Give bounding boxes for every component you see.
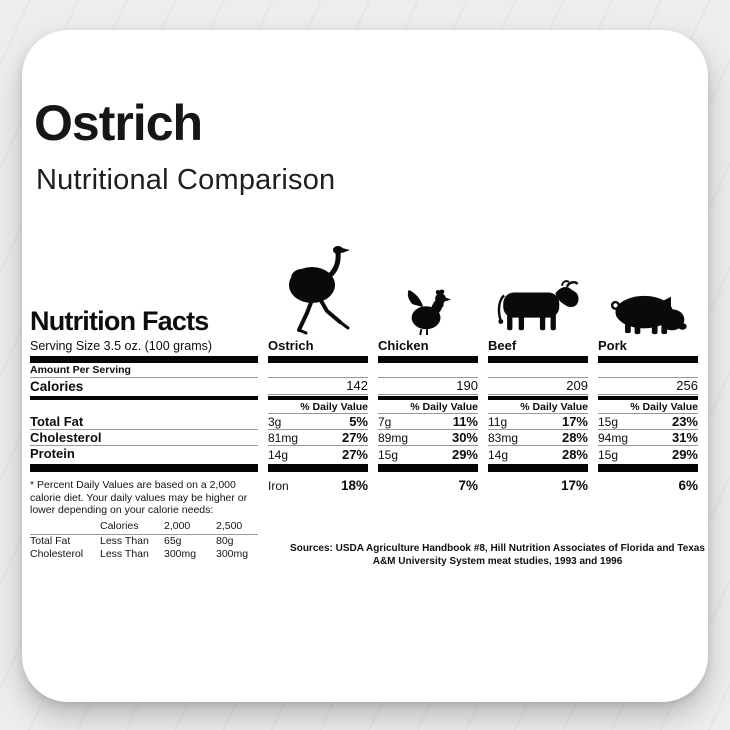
row-spacer [30, 401, 258, 414]
cholesterol-chicken: 89mg 30% [378, 430, 478, 446]
calories-value-chicken: 190 [378, 378, 478, 395]
footnote-table: Calories 2,000 2,500 Total Fat Less Than… [30, 520, 258, 561]
divider-thick [598, 353, 698, 363]
divider-thick [30, 353, 258, 363]
iron-beef: 17% [560, 478, 588, 493]
chicken-icon [402, 286, 454, 336]
iron-pork: 6% [678, 478, 698, 493]
divider-medium [30, 395, 258, 401]
divider-thick [268, 462, 368, 474]
daily-value-header: % Daily Value [268, 401, 368, 414]
protein-chicken: 15g 29% [378, 447, 478, 463]
total-fat-beef: 11g 17% [488, 414, 588, 430]
divider-thick [488, 462, 588, 474]
column-label-ostrich: Ostrich [268, 338, 314, 353]
iron-chicken: 7% [458, 478, 478, 493]
divider-medium [488, 395, 588, 401]
column-label-chicken: Chicken [378, 338, 429, 353]
divider-medium [378, 395, 478, 401]
nutrient-label-protein: Protein [30, 446, 75, 461]
cholesterol-pork: 94mg 31% [598, 430, 698, 446]
calories-value-ostrich: 142 [268, 378, 368, 395]
column-label-beef: Beef [488, 338, 517, 353]
divider-medium [598, 395, 698, 401]
iron-ostrich: Iron 18% [268, 474, 368, 561]
total-fat-pork: 15g 23% [598, 414, 698, 430]
protein-beef: 14g 28% [488, 447, 588, 463]
column-header-beef: Beef [488, 240, 588, 353]
calories-value-pork: 256 [598, 378, 698, 395]
cholesterol-ostrich: 81mg 27% [268, 430, 368, 446]
divider-thick [268, 353, 368, 363]
row-spacer [488, 363, 588, 378]
page-subtitle: Nutritional Comparison [36, 164, 336, 196]
ostrich-icon [282, 240, 354, 336]
protein-pork: 15g 29% [598, 447, 698, 463]
divider-thick [30, 462, 258, 474]
divider-thick [378, 462, 478, 474]
daily-value-header: % Daily Value [488, 401, 588, 414]
serving-size: Serving Size 3.5 oz. (100 grams) [30, 339, 213, 353]
footnote: * Percent Daily Values are based on a 2,… [30, 474, 258, 561]
nutrient-label-total-fat: Total Fat [30, 414, 258, 430]
nutrition-comparison-table: Nutrition Facts Serving Size 3.5 oz. (10… [30, 240, 698, 561]
iron-label: Iron [268, 479, 289, 493]
column-label-pork: Pork [598, 338, 627, 353]
page-title: Ostrich [34, 95, 203, 151]
protein-ostrich: 14g 27% [268, 447, 368, 463]
total-fat-chicken: 7g 11% [378, 414, 478, 430]
divider-thick [598, 462, 698, 474]
daily-value-header: % Daily Value [598, 401, 698, 414]
divider-thick [378, 353, 478, 363]
sources-text: Sources: USDA Agriculture Handbook #8, H… [290, 543, 705, 567]
pig-icon [607, 292, 689, 336]
label-card: Ostrich Nutritional Comparison Nutrition… [22, 30, 708, 702]
nutrition-facts-title: Nutrition Facts [30, 306, 209, 337]
column-header-chicken: Chicken [378, 240, 478, 353]
column-header-ostrich: Ostrich [268, 240, 368, 353]
row-spacer [378, 363, 478, 378]
row-spacer [598, 363, 698, 378]
column-header-pork: Pork [598, 240, 698, 353]
footnote-text: * Percent Daily Values are based on a 2,… [30, 479, 248, 517]
calories-value-beef: 209 [488, 378, 588, 395]
amount-per-serving-label: Amount Per Serving [30, 363, 258, 378]
daily-value-header: % Daily Value [378, 401, 478, 414]
divider-thick [488, 353, 588, 363]
calories-label: Calories [30, 379, 84, 394]
cholesterol-beef: 83mg 28% [488, 430, 588, 446]
nutrient-label-cholesterol: Cholesterol [30, 430, 258, 446]
nutrition-facts-header: Nutrition Facts Serving Size 3.5 oz. (10… [30, 240, 258, 353]
row-spacer [268, 363, 368, 378]
cow-icon [490, 280, 586, 336]
total-fat-ostrich: 3g 5% [268, 414, 368, 430]
divider-medium [268, 395, 368, 401]
